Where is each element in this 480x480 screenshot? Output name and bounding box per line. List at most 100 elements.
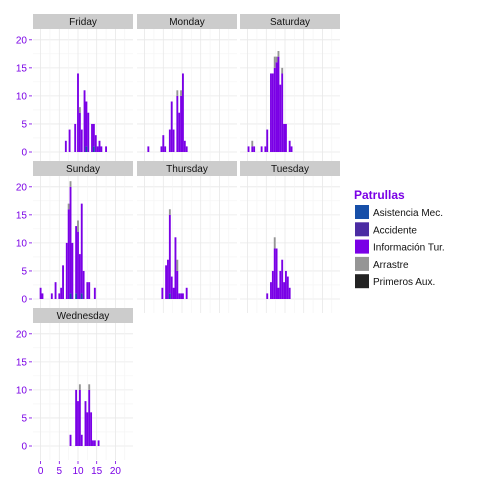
bar-saturday-arrastre: [251, 140, 254, 147]
bar-wednesday-informaci-n-tur-: [69, 434, 72, 446]
facet-label-saturday: Saturday: [270, 17, 310, 28]
bar-sunday-informaci-n-tur-: [69, 186, 72, 294]
bar-tuesday-informaci-n-tur-: [288, 287, 291, 299]
bar-friday-informaci-n-tur-: [94, 135, 97, 152]
bar-wednesday-informaci-n-tur-: [78, 389, 81, 446]
facet-strip-saturday: [240, 14, 340, 29]
bar-tuesday-informaci-n-tur-: [270, 282, 272, 299]
bar-wednesday-informaci-n-tur-: [80, 434, 83, 446]
bar-saturday-informaci-n-tur-: [275, 62, 278, 152]
bar-saturday-informaci-n-tur-: [290, 146, 293, 152]
legend-key-arrastre: [355, 256, 369, 271]
bar-sunday-informaci-n-tur-: [88, 282, 91, 299]
bar-monday-informaci-n-tur-: [160, 146, 163, 152]
bar-friday-informaci-n-tur-: [74, 123, 77, 152]
bar-thursday-informaci-n-tur-: [172, 287, 175, 299]
bar-friday-informaci-n-tur-: [98, 140, 101, 152]
y-tick-label: 15: [16, 210, 28, 221]
facet-panel-friday: [33, 29, 133, 166]
bar-wednesday-informaci-n-tur-: [84, 401, 87, 446]
bar-saturday-informaci-n-tur-: [251, 146, 254, 152]
bar-thursday-informaci-n-tur-: [165, 265, 168, 299]
bar-saturday-informaci-n-tur-: [271, 73, 274, 152]
bar-saturday-arrastre: [277, 51, 280, 57]
legend-key-informaci-n-tur-: [355, 239, 369, 254]
bar-friday-asistencia-mec-: [92, 146, 95, 152]
bar-saturday-informaci-n-tur-: [283, 123, 285, 152]
y-tick-label: 0: [21, 295, 27, 306]
bar-friday-informaci-n-tur-: [96, 146, 99, 152]
bar-friday-informaci-n-tur-: [80, 129, 83, 152]
x-tick-label: 10: [72, 466, 84, 477]
bar-friday-informaci-n-tur-: [92, 123, 95, 147]
bar-sunday-arrastre: [77, 220, 79, 232]
bar-tuesday-informaci-n-tur-: [285, 270, 287, 299]
bar-sunday-informaci-n-tur-: [82, 270, 85, 299]
bar-sunday-informaci-n-tur-: [77, 231, 79, 299]
bar-friday-informaci-n-tur-: [83, 90, 86, 152]
legend-label: Asistencia Mec.: [373, 208, 443, 219]
bar-sunday-informaci-n-tur-: [86, 282, 89, 299]
bar-friday-arrastre: [78, 107, 81, 113]
y-tick-label: 10: [16, 91, 28, 102]
bar-monday-informaci-n-tur-: [180, 95, 182, 152]
bar-wednesday-arrastre: [88, 384, 91, 390]
bar-friday-informaci-n-tur-: [64, 140, 67, 152]
bar-friday-informaci-n-tur-: [68, 129, 71, 152]
facet-label-tuesday: Tuesday: [271, 164, 309, 175]
bar-tuesday-informaci-n-tur-: [286, 276, 289, 299]
bar-friday-informaci-n-tur-: [85, 101, 88, 147]
bar-sunday-informaci-n-tur-: [65, 242, 68, 299]
bar-monday-informaci-n-tur-: [178, 112, 181, 152]
bar-sunday-informaci-n-tur-: [54, 282, 57, 299]
bar-friday-asistencia-mec-: [85, 146, 88, 152]
bar-saturday-informaci-n-tur-: [253, 146, 256, 152]
bar-friday-informaci-n-tur-: [77, 73, 79, 152]
facet-strip-thursday: [137, 161, 237, 176]
bar-friday-informaci-n-tur-: [87, 112, 90, 152]
bar-sunday-informaci-n-tur-: [58, 293, 61, 299]
bar-wednesday-informaci-n-tur-: [90, 412, 93, 446]
facet-strip-monday: [137, 14, 237, 29]
bar-saturday-informaci-n-tur-: [266, 129, 269, 152]
bar-sunday-asistencia-mec-: [75, 293, 78, 299]
bar-thursday-informaci-n-tur-: [178, 293, 181, 299]
y-tick-label: 15: [16, 357, 28, 368]
bar-monday-informaci-n-tur-: [172, 129, 175, 152]
bar-saturday-informaci-n-tur-: [285, 123, 287, 152]
legend-key-asistencia-mec-: [355, 205, 369, 219]
bar-thursday-informaci-n-tur-: [168, 214, 171, 294]
y-tick-label: 20: [16, 35, 28, 46]
facet-label-sunday: Sunday: [66, 164, 100, 175]
bar-saturday-arrastre: [281, 67, 284, 74]
y-tick-label: 20: [16, 182, 28, 193]
bar-tuesday-informaci-n-tur-: [283, 282, 285, 299]
legend-key-accidente: [355, 222, 369, 237]
bar-wednesday-informaci-n-tur-: [97, 440, 100, 446]
bar-wednesday-informaci-n-tur-: [92, 440, 94, 446]
bar-saturday-informaci-n-tur-: [270, 73, 272, 152]
bar-wednesday-informaci-n-tur-: [77, 401, 79, 446]
bar-sunday-arrastre: [69, 181, 72, 187]
bar-sunday-arrastre: [67, 203, 70, 210]
bar-monday-informaci-n-tur-: [168, 129, 171, 152]
bar-monday-informaci-n-tur-: [170, 101, 173, 152]
bar-monday-informaci-n-tur-: [185, 146, 188, 152]
facet-label-thursday: Thursday: [166, 164, 208, 175]
bar-tuesday-informaci-n-tur-: [275, 248, 278, 299]
legend-label: Primeros Aux.: [373, 277, 435, 288]
bar-sunday-informaci-n-tur-: [93, 287, 96, 299]
facet-strip-tuesday: [240, 161, 340, 176]
y-tick-label: 10: [16, 238, 28, 249]
bar-wednesday-informaci-n-tur-: [88, 389, 91, 446]
legend-key-primeros-aux-: [355, 274, 369, 289]
facet-panel-wednesday: [33, 323, 133, 460]
facet-strip-friday: [33, 14, 133, 29]
bar-wednesday-informaci-n-tur-: [86, 412, 89, 446]
y-tick-label: 0: [21, 148, 27, 159]
y-tick-label: 20: [16, 329, 28, 340]
facet-panel-monday: [137, 29, 237, 166]
bar-sunday-asistencia-mec-: [80, 293, 83, 299]
bar-sunday-informaci-n-tur-: [75, 226, 78, 294]
facet-strip-wednesday: [33, 308, 133, 323]
